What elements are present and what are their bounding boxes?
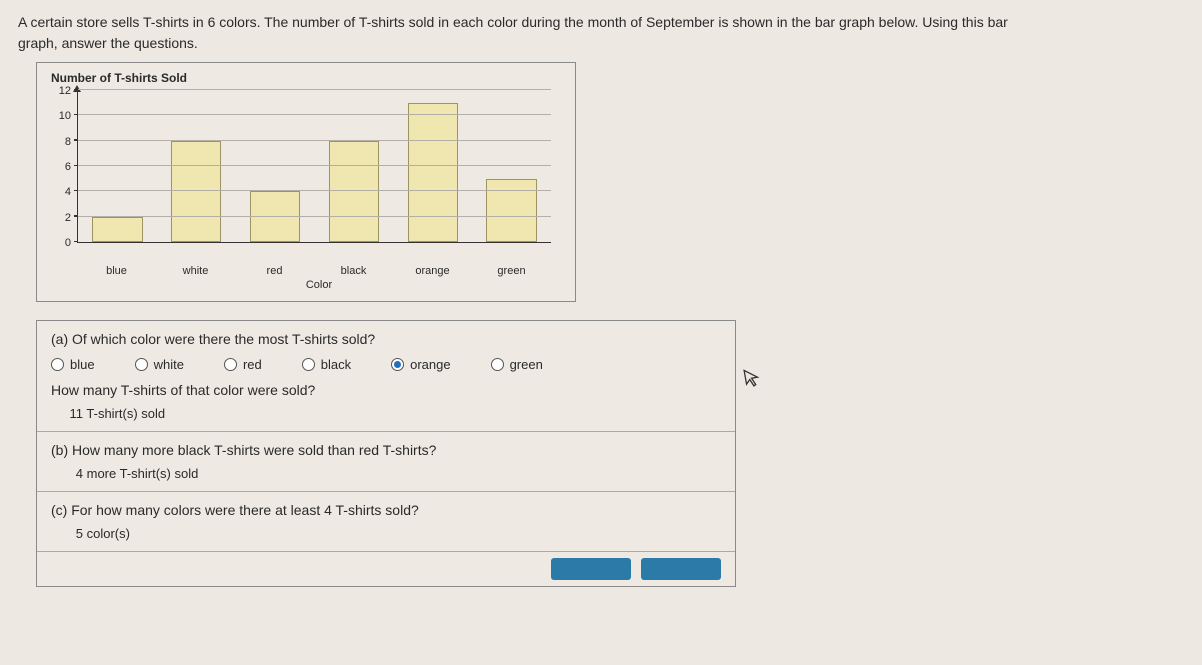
x-label: black [314,261,393,277]
answer-c-value[interactable]: 5 [65,526,83,541]
y-tick-mark [74,215,78,217]
question-b-section: (b) How many more black T-shirts were so… [37,432,735,492]
question-a-options: blue white red black orange green [51,357,721,372]
radio-option-orange[interactable]: orange [391,357,450,372]
answer-b-value[interactable]: 4 [65,466,83,481]
y-tick-label: 2 [65,212,71,224]
cursor-icon [743,367,763,394]
x-label: red [235,261,314,277]
question-c-section: (c) For how many colors were there at le… [37,492,735,552]
bar-blue [92,217,142,242]
chart-title: Number of T-shirts Sold [51,71,561,85]
question-panel: (a) Of which color were there the most T… [36,320,736,587]
y-tick-label: 8 [65,136,71,148]
radio-icon [135,358,148,371]
question-a-text: (a) Of which color were there the most T… [51,331,721,347]
action-button-2[interactable] [641,558,721,580]
radio-icon [491,358,504,371]
question-a-answer-line: 11 T-shirt(s) sold [65,406,721,421]
y-tick-label: 6 [65,161,71,173]
question-b-answer-line: 4 more T-shirt(s) sold [65,466,721,481]
grid-line [78,216,551,217]
radio-label: black [321,357,351,372]
question-a-section: (a) Of which color were there the most T… [37,321,735,432]
grid-line [78,165,551,166]
radio-icon [391,358,404,371]
answer-b-unit: more T-shirt(s) sold [87,466,199,481]
answer-c-unit: color(s) [87,526,130,541]
y-tick-mark [74,139,78,141]
radio-icon [302,358,315,371]
radio-option-green[interactable]: green [491,357,543,372]
x-label: blue [77,261,156,277]
x-label: white [156,261,235,277]
bar-red [250,191,300,242]
radio-label: blue [70,357,95,372]
x-label: orange [393,261,472,277]
question-c-answer-line: 5 color(s) [65,526,721,541]
radio-label: white [154,357,184,372]
y-tick-label: 4 [65,186,71,198]
y-tick-mark [74,190,78,192]
grid-line [78,89,551,90]
question-c-text: (c) For how many colors were there at le… [51,502,721,518]
grid-line [78,114,551,115]
answer-a-unit: T-shirt(s) sold [86,406,165,421]
grid-line [78,190,551,191]
question-b-text: (b) How many more black T-shirts were so… [51,442,721,458]
y-axis: 024681012 [51,91,75,243]
radio-option-white[interactable]: white [135,357,184,372]
bar-orange [408,103,458,242]
x-label: green [472,261,551,277]
action-button-1[interactable] [551,558,631,580]
y-tick-label: 10 [59,110,71,122]
button-row [37,552,735,586]
radio-icon [51,358,64,371]
y-tick-label: 0 [65,237,71,249]
radio-label: red [243,357,262,372]
chart-container: Number of T-shirts Sold 024681012 bluewh… [36,62,576,302]
y-tick-mark [74,241,78,243]
y-tick-mark [74,89,78,91]
y-tick-label: 12 [59,85,71,97]
radio-option-blue[interactable]: blue [51,357,95,372]
answer-a-value[interactable]: 11 [65,406,83,421]
problem-prompt: A certain store sells T-shirts in 6 colo… [18,12,1184,54]
bar-green [486,179,536,242]
x-axis-title: Color [77,279,561,291]
radio-option-red[interactable]: red [224,357,262,372]
grid-line [78,140,551,141]
chart-plot-area: 024681012 [77,91,561,261]
prompt-line-2: graph, answer the questions. [18,35,198,51]
radio-label: green [510,357,543,372]
plot-region [77,91,551,243]
radio-icon [224,358,237,371]
y-tick-mark [74,114,78,116]
prompt-line-1: A certain store sells T-shirts in 6 colo… [18,14,1008,30]
question-a-followup: How many T-shirts of that color were sol… [51,382,721,398]
y-tick-mark [74,165,78,167]
radio-option-black[interactable]: black [302,357,351,372]
radio-label: orange [410,357,450,372]
x-axis-labels: bluewhiteredblackorangegreen [77,261,551,277]
